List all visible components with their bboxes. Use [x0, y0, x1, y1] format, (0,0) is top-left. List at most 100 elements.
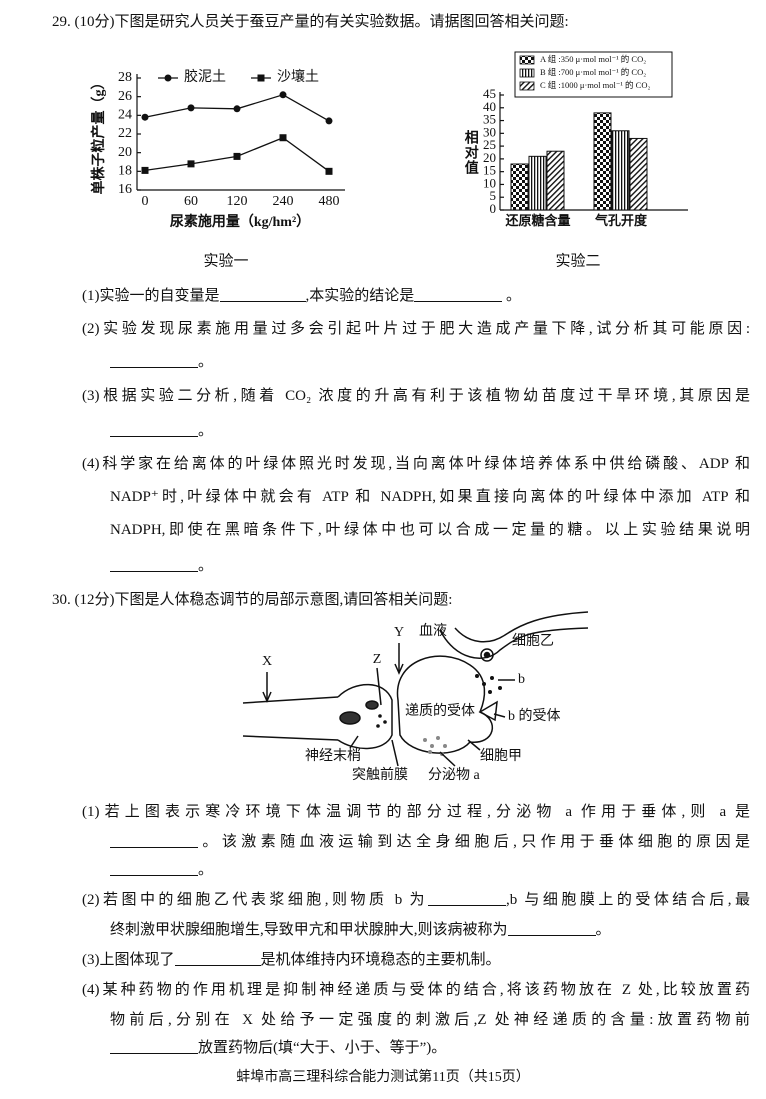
answer-blank: [219, 286, 306, 302]
text: 是机体维持内环境稳态的主要机制。: [260, 952, 501, 968]
x-tick-label: 0: [142, 194, 149, 209]
text: 物前后,分别在 X 处给予一定强度的刺激后,Z 处神经递质的含量:放置药物前: [110, 1012, 750, 1028]
bar: [528, 155, 547, 211]
text: ,b 与细胞膜上的受体结合后,最: [505, 892, 750, 908]
item-line: (2)实验发现尿素施用量过多会引起叶片过于肥大造成产量下降,试分析其可能原因:: [82, 319, 750, 339]
diagram-label: Y: [394, 625, 404, 640]
item-line: 。该激素随血液运输到达全身细胞后,只作用于垂体细胞的原因是: [110, 832, 750, 852]
diagram-label: 血液: [419, 623, 447, 639]
item-line: (4)某种药物的作用机理是抑制神经递质与受体的结合,将该药物放在 Z 处,比较放…: [82, 980, 750, 1000]
y-tick-label: 0: [490, 201, 497, 216]
text: 放置药物后(填“大于、小于、等于”)。: [198, 1040, 447, 1056]
bar: [546, 150, 565, 211]
item-line: (2)若图中的细胞乙代表浆细胞,则物质 b 为 ,b 与细胞膜上的受体结合后,最: [82, 890, 750, 910]
text: 。: [198, 558, 214, 574]
answer-blank: [427, 890, 506, 906]
legend-marker: [164, 74, 172, 82]
diagram-label: b 的受体: [508, 708, 561, 724]
text: 终刺激甲状腺细胞增生,导致甲亢和甲状腺肿大,则该病被称为: [110, 922, 508, 938]
diagram-labels: X Y Z 血液 细胞乙 b 递质的受体 b 的受体 神经末梢 细胞甲 突触前膜…: [262, 623, 561, 783]
answer-blank: [414, 286, 503, 302]
text: 。: [198, 862, 214, 878]
answer-blank: [110, 832, 198, 848]
item-line: 。: [110, 860, 213, 880]
answer-blank: [110, 556, 198, 572]
text: (4)科学家在给离体的叶绿体照光时发现,当向离体叶绿体培养体系中供给磷酸、ADP…: [82, 456, 750, 472]
diagram-label: 突触前膜: [352, 766, 408, 783]
text: (3)上图体现了: [82, 952, 175, 968]
y-tick-label: 22: [118, 126, 132, 141]
y-tick-label: 20: [118, 145, 132, 160]
text: (2)若图中的细胞乙代表浆细胞,则物质 b 为: [82, 892, 428, 908]
point: [279, 91, 287, 99]
y-tick-label: 35: [483, 112, 496, 127]
legend-label: 沙壤土: [277, 68, 319, 85]
text: (3)根据实验二分析,随着 CO₂ 浓度的升高有利于该植物幼苗度过干旱环境,其原…: [82, 388, 750, 404]
text: (2)实验发现尿素施用量过多会引起叶片过于肥大造成产量下降,试分析其可能原因:: [82, 321, 750, 337]
y-tick-label: 45: [483, 86, 496, 101]
item-line: 放置药物后(填“大于、小于、等于”)。: [110, 1038, 446, 1058]
y-tick-label: 25: [483, 137, 496, 152]
diagram-label: X: [262, 654, 272, 669]
text: (4)某种药物的作用机理是抑制神经递质与受体的结合,将该药物放在 Z 处,比较放…: [82, 982, 750, 998]
y-tick-label: 20: [483, 150, 496, 165]
diagram-label: b: [518, 672, 525, 687]
diagram: [242, 611, 589, 767]
page-footer: 蚌埠市高三理科综合能力测试第11页（共15页）: [236, 1070, 530, 1085]
point: [187, 160, 195, 168]
point: [187, 104, 195, 112]
legend-marker: [257, 74, 265, 82]
item-line: (3)上图体现了 是机体维持内环境稳态的主要机制。: [82, 950, 501, 970]
answer-blank: [507, 920, 596, 936]
text: 。: [198, 354, 214, 370]
text: 。: [595, 922, 611, 938]
point: [233, 105, 241, 113]
item-line: 。: [110, 421, 213, 441]
answer-blank: [110, 1038, 198, 1054]
item-line: (1)若上图表示寒冷环境下体温调节的部分过程,分泌物 a 作用于垂体,则 a 是: [82, 802, 750, 822]
point: [141, 113, 149, 121]
x-tick-label: 60: [184, 194, 198, 209]
diagram-label: 递质的受体: [405, 703, 475, 719]
item-line: 终刺激甲状腺细胞增生,导致甲亢和甲状腺肿大,则该病被称为 。: [110, 920, 611, 940]
text: ,本实验的结论是: [305, 288, 415, 304]
answer-blank: [110, 421, 198, 437]
item-line: 。: [110, 352, 213, 372]
x-tick-label: 还原糖含量: [504, 213, 570, 228]
chart-caption: 实验一: [203, 252, 248, 269]
y-tick-label: 28: [118, 70, 132, 85]
y-tick-label: 10: [483, 175, 496, 190]
text: 。该激素随血液运输到达全身细胞后,只作用于垂体细胞的原因是: [198, 834, 750, 850]
y-tick-label: 30: [483, 124, 496, 139]
item-line: (3)根据实验二分析,随着 CO₂ 浓度的升高有利于该植物幼苗度过干旱环境,其原…: [82, 386, 750, 406]
point: [279, 134, 287, 142]
legend-swatch: [519, 68, 535, 78]
diagram-label: 细胞甲: [480, 748, 522, 764]
legend-label: A 组 :350 μ·mol mol⁻¹ 的 CO₂: [540, 54, 646, 64]
text: NADPH,即使在黑暗条件下,叶绿体中也可以合成一定量的糖。以上实验结果说明: [110, 522, 750, 538]
question-header: 30. (12分)下图是人体稳态调节的局部示意图,请回答相关问题:: [52, 592, 453, 608]
y-axis-title: 相对值: [463, 129, 479, 175]
x-tick-label: 480: [319, 194, 340, 209]
answer-blank: [174, 950, 261, 966]
y-axis-title: 单株子粒产量（g）: [90, 76, 107, 195]
legend-swatch: [519, 81, 535, 91]
item-line: NADPH,即使在黑暗条件下,叶绿体中也可以合成一定量的糖。以上实验结果说明: [110, 520, 750, 540]
point: [325, 167, 333, 175]
y-tick-label: 24: [118, 108, 132, 123]
diagram-label: Z: [373, 652, 382, 667]
item-line: (4)科学家在给离体的叶绿体照光时发现,当向离体叶绿体培养体系中供给磷酸、ADP…: [82, 454, 750, 474]
item-line: 物前后,分别在 X 处给予一定强度的刺激后,Z 处神经递质的含量:放置药物前: [110, 1010, 750, 1030]
x-tick-label: 120: [227, 194, 248, 209]
text: NADP⁺时,叶绿体中就会有 ATP 和 NADPH,如果直接向离体的叶绿体中添…: [110, 489, 750, 505]
point: [233, 152, 241, 160]
y-tick-label: 40: [483, 99, 496, 114]
y-tick-label: 5: [490, 188, 497, 203]
question-header: 29. (10分)下图是研究人员关于蚕豆产量的有关实验数据。请据图回答相关问题:: [52, 14, 569, 30]
legend-label: C 组 :1000 μ·mol mol⁻¹ 的 CO₂: [540, 80, 650, 90]
diagram-label: 细胞乙: [512, 633, 554, 649]
item-line: NADP⁺时,叶绿体中就会有 ATP 和 NADPH,如果直接向离体的叶绿体中添…: [110, 487, 750, 507]
text: 。: [198, 423, 214, 439]
